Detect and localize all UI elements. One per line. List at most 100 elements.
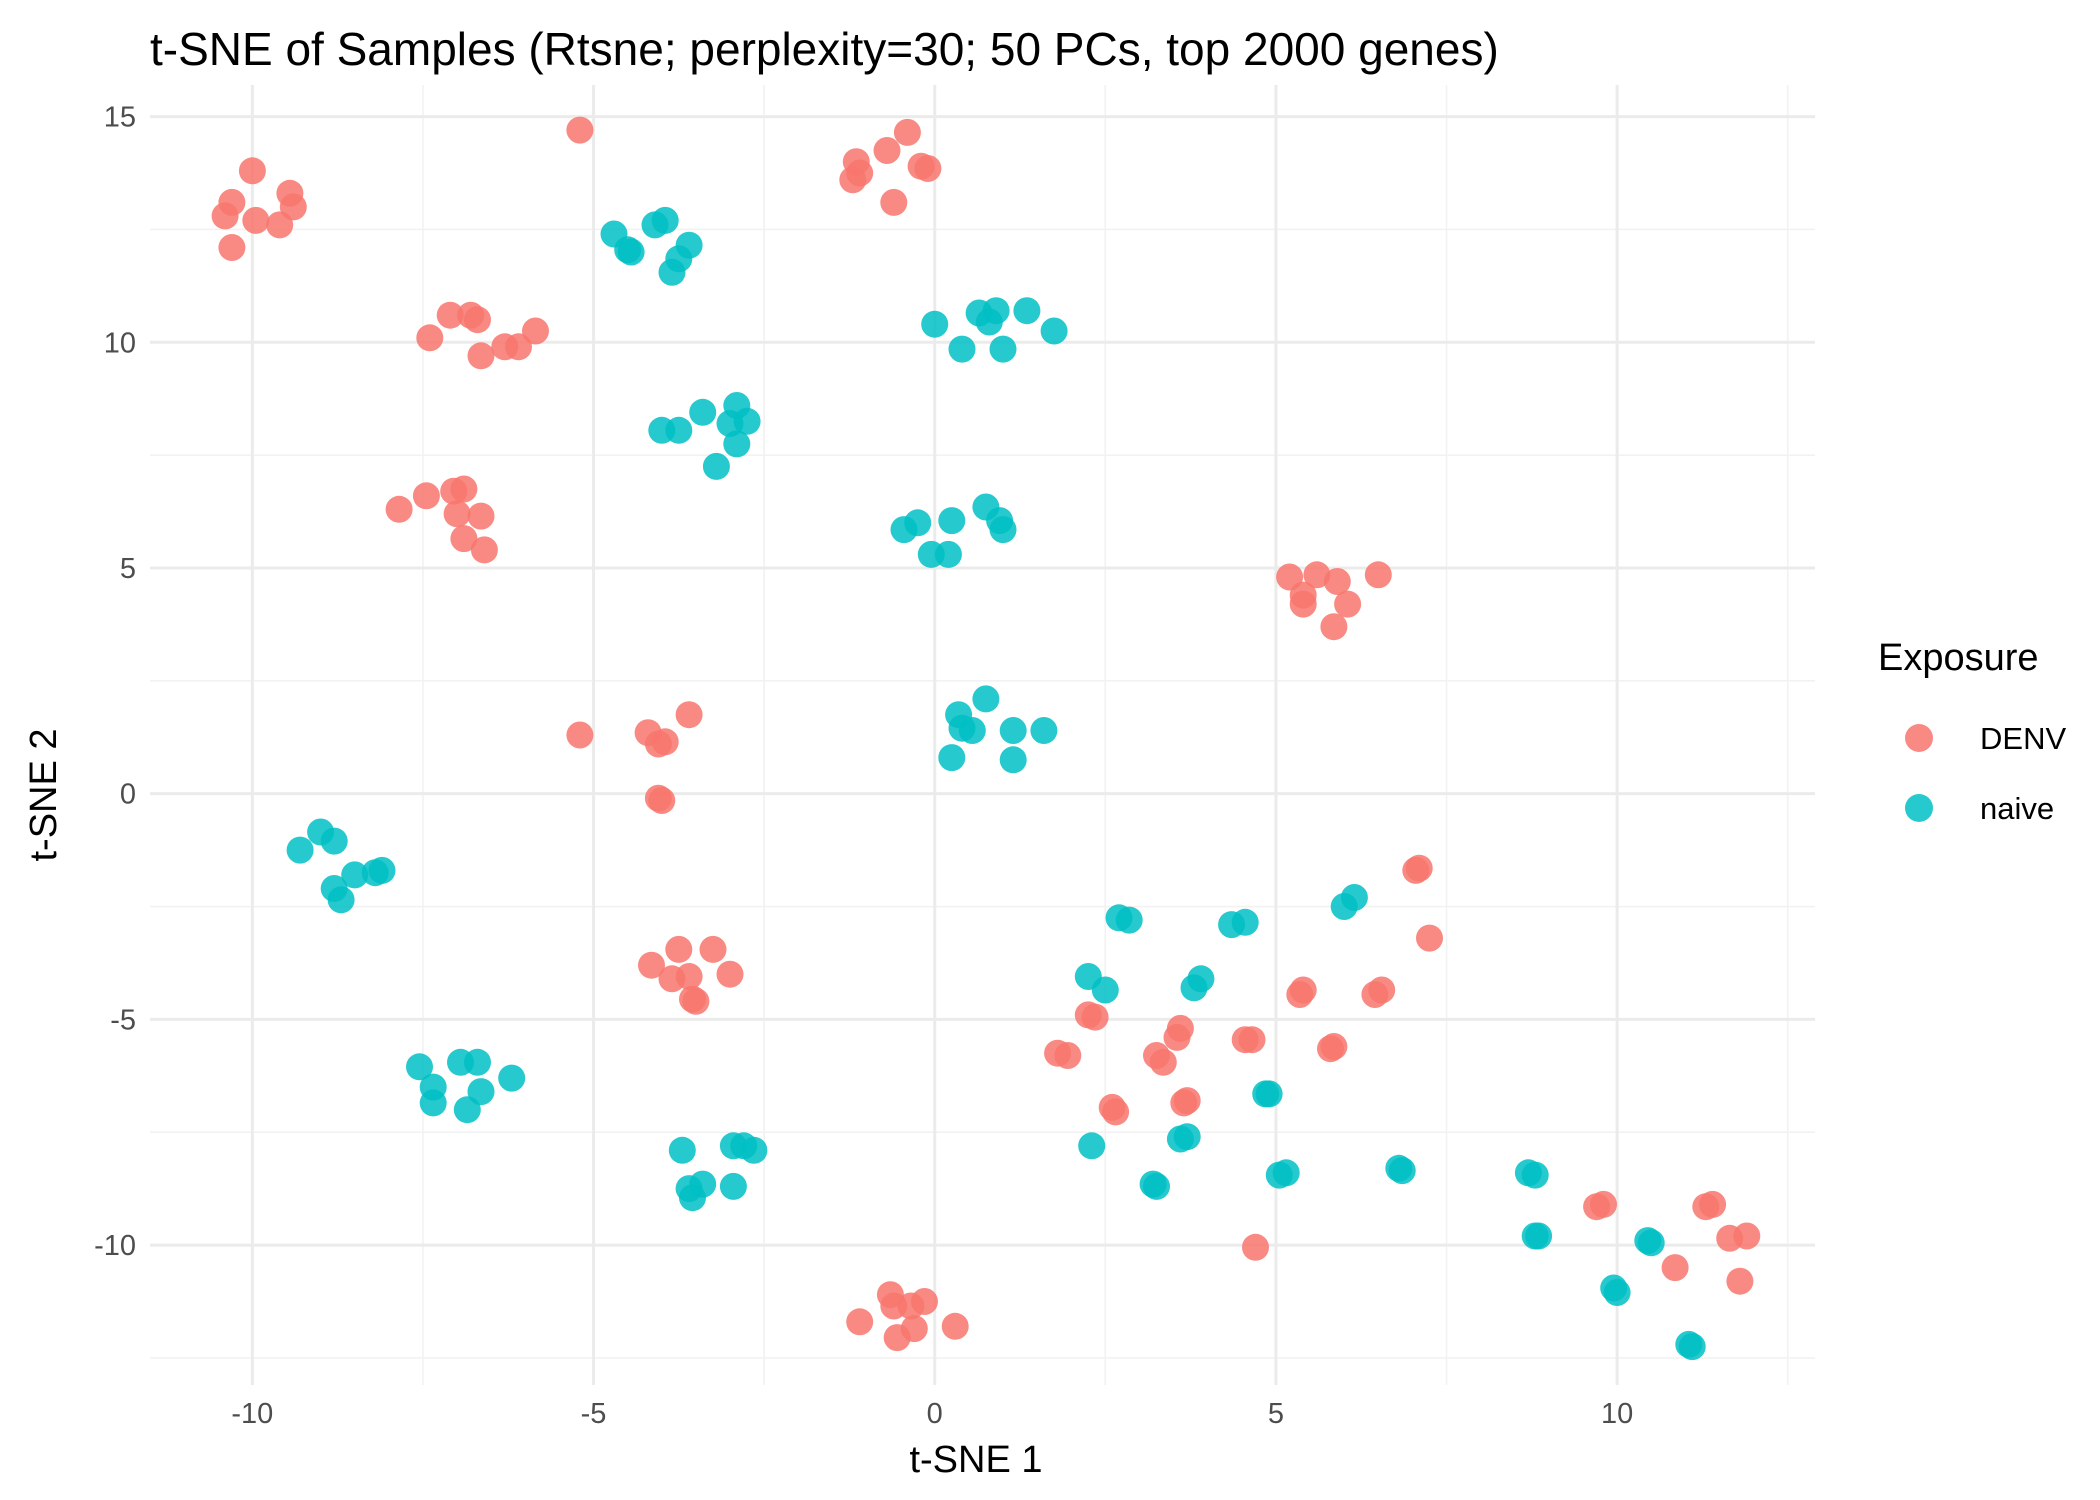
chart-title: t-SNE of Samples (Rtsne; perplexity=30; … [150, 23, 1499, 75]
data-point-naive [1115, 906, 1143, 934]
axis-ticks: -10 -5 0 5 10 -10 -5 0 5 10 15 [94, 102, 1633, 1430]
data-point-denv [1334, 590, 1362, 618]
data-point-denv [638, 951, 665, 979]
data-point-denv [893, 118, 921, 146]
y-tick-label: -10 [94, 1230, 136, 1262]
y-tick-label: 15 [104, 102, 136, 134]
data-point-naive [1340, 884, 1368, 911]
data-point-denv [1699, 1190, 1727, 1218]
data-point-naive [934, 540, 962, 568]
data-point-naive [286, 836, 314, 864]
data-point-naive [740, 1136, 768, 1164]
data-point-denv [1149, 1048, 1177, 1076]
data-point-denv [1661, 1254, 1689, 1282]
data-point-denv [1323, 568, 1351, 595]
data-point-denv [467, 342, 495, 370]
y-tick-label: 0 [120, 779, 136, 811]
y-tick-label: 5 [120, 553, 136, 585]
data-point-denv [1320, 1033, 1348, 1060]
data-point-denv [1590, 1190, 1617, 1218]
data-point-denv [566, 721, 594, 749]
data-point-naive [982, 297, 1010, 325]
data-point-naive [733, 407, 761, 435]
data-point-naive [1255, 1080, 1283, 1108]
data-point-denv [412, 482, 440, 510]
data-point-naive [989, 335, 1017, 363]
legend-label-denv: DENV [1980, 721, 2066, 756]
legend: Exposure DENV naive [1878, 637, 2066, 826]
data-point-naive [1637, 1229, 1665, 1257]
data-point-denv [1289, 590, 1317, 618]
data-point-denv [846, 1308, 874, 1336]
data-point-denv [941, 1312, 969, 1340]
data-point-denv [651, 728, 679, 756]
data-point-denv [1242, 1233, 1269, 1261]
data-point-naive [958, 717, 986, 744]
data-point-denv [716, 960, 744, 988]
plot-grid [150, 85, 1815, 1385]
data-point-denv [1303, 561, 1331, 589]
x-tick-label: -10 [231, 1398, 273, 1430]
data-point-denv [242, 206, 270, 234]
data-point-naive [689, 1170, 717, 1198]
data-point-naive [1013, 297, 1041, 325]
data-point-naive [723, 430, 751, 458]
data-point-denv [1320, 613, 1348, 641]
data-point-denv [911, 1288, 938, 1315]
data-point-naive [341, 861, 369, 889]
data-point-denv [1364, 561, 1392, 589]
data-point-denv [443, 500, 471, 528]
x-tick-label: 0 [927, 1398, 943, 1430]
data-point-naive [1678, 1333, 1706, 1361]
data-point-naive [948, 335, 976, 363]
data-point-naive [368, 856, 396, 884]
data-point-naive [651, 206, 679, 234]
data-point-denv [1289, 976, 1317, 1004]
data-point-naive [320, 827, 348, 855]
data-point-naive [1143, 1172, 1170, 1200]
data-point-naive [702, 452, 730, 480]
data-point-denv [467, 502, 495, 530]
data-point-naive [406, 1053, 433, 1081]
data-point-denv [416, 324, 444, 352]
data-point-denv [1102, 1098, 1130, 1126]
x-tick-label: -5 [581, 1398, 607, 1430]
legend-title: Exposure [1878, 637, 2039, 679]
y-tick-label: -5 [110, 1004, 136, 1036]
data-point-naive [989, 516, 1017, 544]
data-point-naive [1040, 317, 1068, 345]
x-axis-title: t-SNE 1 [909, 1439, 1042, 1481]
data-point-naive [938, 744, 966, 772]
data-point-denv [914, 155, 942, 182]
data-point-denv [470, 536, 498, 564]
data-point-denv [699, 935, 727, 963]
data-point-denv [218, 234, 246, 261]
x-tick-label: 5 [1268, 1398, 1284, 1430]
data-point-denv [675, 963, 703, 990]
data-point-naive [938, 507, 966, 535]
data-point-naive [668, 1136, 696, 1164]
data-point-naive [1173, 1123, 1201, 1151]
data-point-naive [617, 238, 645, 266]
y-axis-title: t-SNE 2 [23, 728, 65, 861]
data-point-denv [505, 333, 532, 361]
data-point-denv [522, 317, 549, 345]
data-point-naive [1272, 1159, 1300, 1187]
x-tick-label: 10 [1601, 1398, 1633, 1430]
data-point-naive [689, 398, 717, 426]
data-point-denv [450, 525, 478, 553]
data-point-naive [1525, 1222, 1553, 1250]
data-point-naive [1091, 976, 1119, 1004]
data-point-naive [665, 416, 693, 444]
data-point-denv [1368, 976, 1396, 1004]
data-point-denv [385, 495, 413, 523]
data-point-naive [467, 1078, 495, 1106]
data-point-denv [1166, 1014, 1194, 1042]
data-point-naive [464, 1048, 491, 1076]
data-point-naive [921, 310, 949, 338]
data-point-denv [900, 1315, 928, 1343]
data-points [211, 116, 1761, 1361]
data-point-naive [675, 231, 703, 259]
legend-key-naive [1905, 794, 1933, 822]
